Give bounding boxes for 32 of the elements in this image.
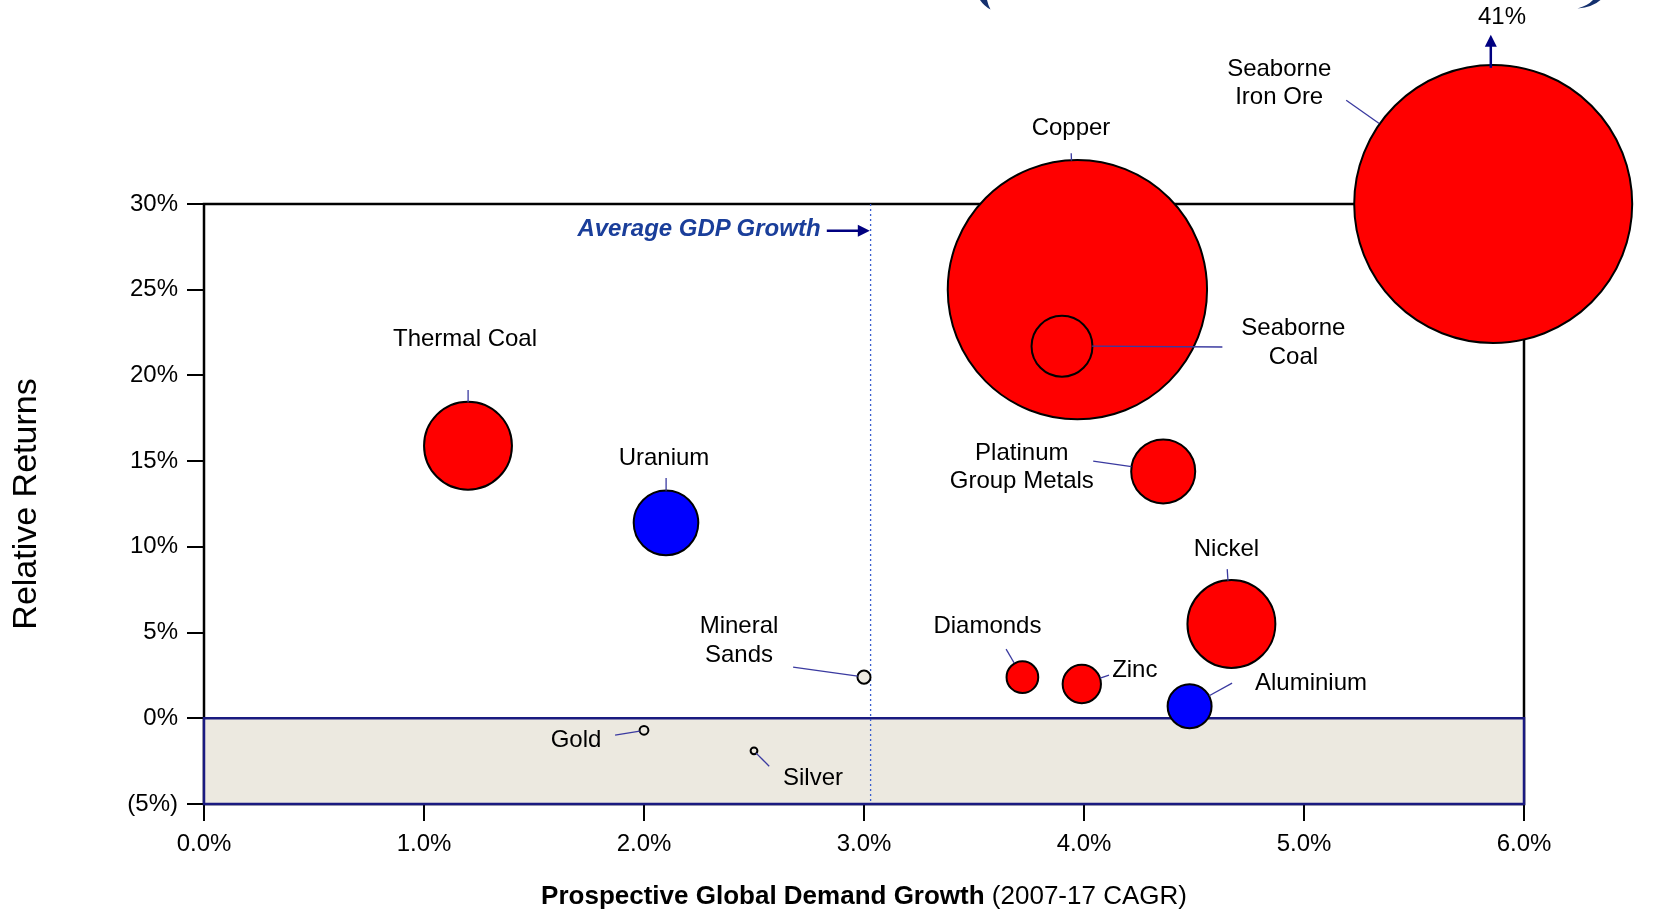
series-label: Diamonds [933,611,1042,639]
text: 41% [1477,1,1527,29]
x-tick-label: 3.0% [836,829,892,857]
series-label: Uranium [618,443,710,471]
y-tick-label: 30% [129,188,178,216]
y-tick-label: 20% [129,360,178,388]
y-tick-label: 10% [129,531,178,559]
text: Thermal Coal [392,324,538,352]
series-label: Nickel [1193,534,1260,562]
series-label: Aluminium [1254,667,1368,695]
y-tick-label: 5% [143,617,178,645]
y-tick-label: 25% [129,274,178,302]
y-axis-title: Relative Returns [5,378,44,630]
series-label: Gold [550,724,602,752]
series-label: Silver [782,763,844,791]
ref-line-label: Average GDP Growth [576,213,821,241]
y-tick-label: (5%) [127,788,178,816]
text: Mineral Sands [699,611,779,668]
y-tick-label: 15% [129,445,178,473]
x-tick-label: 5.0% [1276,829,1332,857]
series-label: Platinum Group Metals [949,437,1094,494]
x-axis-title: Prospective Global Demand Growth (2007-17 CAGR) [541,880,1187,911]
y-tick-label: 0% [143,702,178,730]
x-tick-label: 1.0% [396,829,452,857]
series-label: Zinc [1112,654,1158,682]
x-tick-label: 0.0% [176,829,232,857]
text: Seaborne Coal [1241,312,1346,369]
text: Seaborne Iron Ore [1227,53,1332,110]
series-label: Copper [1031,113,1111,141]
x-tick-label: 4.0% [1056,829,1112,857]
x-tick-label: 2.0% [616,829,672,857]
x-tick-label: 6.0% [1496,829,1552,857]
